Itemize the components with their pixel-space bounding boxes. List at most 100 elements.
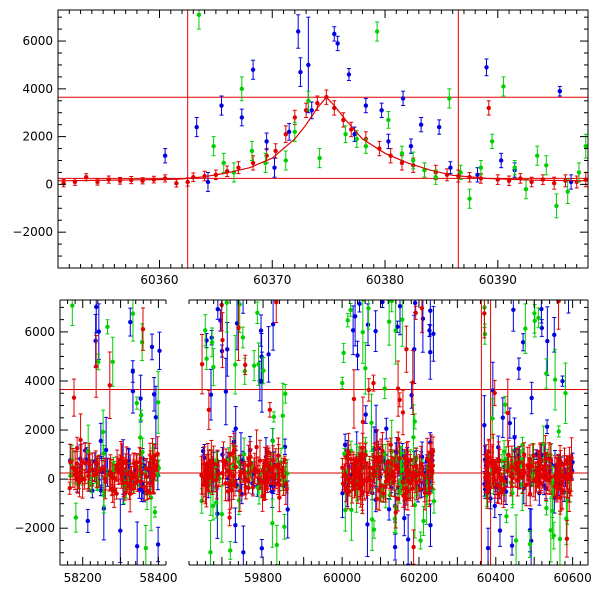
data-point (332, 100, 337, 116)
data-point (486, 100, 491, 116)
data-point (555, 454, 561, 490)
data-point (73, 502, 79, 533)
data-point (219, 485, 225, 543)
data-point (209, 450, 214, 493)
data-point (564, 519, 570, 558)
data-point (395, 486, 401, 512)
data-point (282, 438, 288, 455)
data-point (306, 90, 311, 111)
data-point (134, 396, 140, 410)
y-tick-label: 0 (47, 472, 55, 486)
data-point (162, 174, 168, 183)
data-point (405, 441, 411, 500)
data-point (151, 377, 157, 412)
data-point (368, 481, 373, 490)
data-point (96, 353, 101, 371)
series-2 (196, 10, 588, 219)
observation-cluster (199, 300, 290, 565)
data-point (532, 304, 537, 338)
y-tick-label: 6000 (24, 325, 55, 339)
data-point (411, 529, 416, 565)
data-point (377, 470, 382, 511)
data-point (557, 510, 563, 565)
data-point (502, 396, 508, 414)
data-point (539, 319, 545, 337)
data-point (400, 389, 406, 436)
y-tick-label: −2000 (14, 521, 55, 535)
data-point (243, 354, 248, 376)
data-point (351, 454, 356, 491)
data-point (72, 178, 78, 186)
data-point (101, 457, 107, 480)
data-point (155, 370, 161, 434)
data-point (267, 402, 273, 418)
x-tick-label: 58400 (139, 571, 177, 585)
data-point (411, 151, 416, 170)
data-point (583, 133, 588, 159)
data-point (552, 317, 557, 353)
data-point (408, 138, 414, 154)
series-1 (162, 14, 574, 193)
x-tick-label: 60600 (554, 571, 592, 585)
data-point (93, 450, 98, 477)
observation-cluster (482, 300, 575, 565)
data-point (509, 535, 515, 556)
data-point (485, 464, 491, 484)
data-point (552, 474, 557, 499)
data-point (544, 419, 550, 435)
data-point (350, 305, 356, 356)
data-point (155, 526, 161, 563)
data-point (518, 173, 523, 184)
data-point (237, 469, 243, 512)
data-point (127, 475, 133, 513)
data-point (340, 476, 346, 491)
data-point (145, 481, 150, 501)
data-point (80, 459, 85, 499)
x-tick-label: 60380 (366, 273, 404, 287)
data-point (351, 369, 357, 429)
data-point (259, 539, 265, 558)
data-point (204, 347, 209, 370)
data-point (366, 463, 372, 494)
top-frame (57, 9, 589, 269)
data-point (162, 148, 168, 164)
data-point (521, 463, 526, 477)
data-point (233, 406, 238, 452)
y-tick-label: −2000 (12, 225, 53, 239)
data-point (274, 524, 280, 565)
data-point (521, 442, 527, 467)
data-point (506, 175, 512, 187)
data-point (199, 334, 205, 395)
data-point (261, 356, 266, 385)
data-point (100, 409, 106, 455)
data-point (335, 35, 340, 52)
data-point (205, 171, 211, 193)
data-point (284, 484, 289, 494)
data-point (408, 464, 413, 502)
data-point (224, 300, 229, 333)
data-point (421, 505, 426, 537)
data-point (241, 300, 246, 314)
data-point (526, 457, 532, 497)
data-point (280, 382, 285, 449)
data-point (520, 333, 526, 352)
x-tick-label: 60370 (253, 273, 291, 287)
data-point (393, 496, 398, 529)
data-point (544, 500, 549, 516)
data-point (345, 313, 350, 328)
data-point (484, 58, 489, 77)
data-point (199, 455, 204, 495)
x-tick-label: 58200 (64, 571, 102, 585)
data-point (448, 161, 453, 175)
data-point (490, 398, 495, 439)
data-point (352, 126, 357, 142)
data-point (357, 300, 362, 313)
data-point (401, 483, 406, 508)
data-point (272, 157, 277, 178)
data-point (418, 531, 423, 550)
data-point (544, 155, 549, 176)
data-point (295, 14, 301, 49)
data-point (433, 169, 438, 185)
data-point (380, 300, 385, 308)
data-point (400, 300, 405, 347)
